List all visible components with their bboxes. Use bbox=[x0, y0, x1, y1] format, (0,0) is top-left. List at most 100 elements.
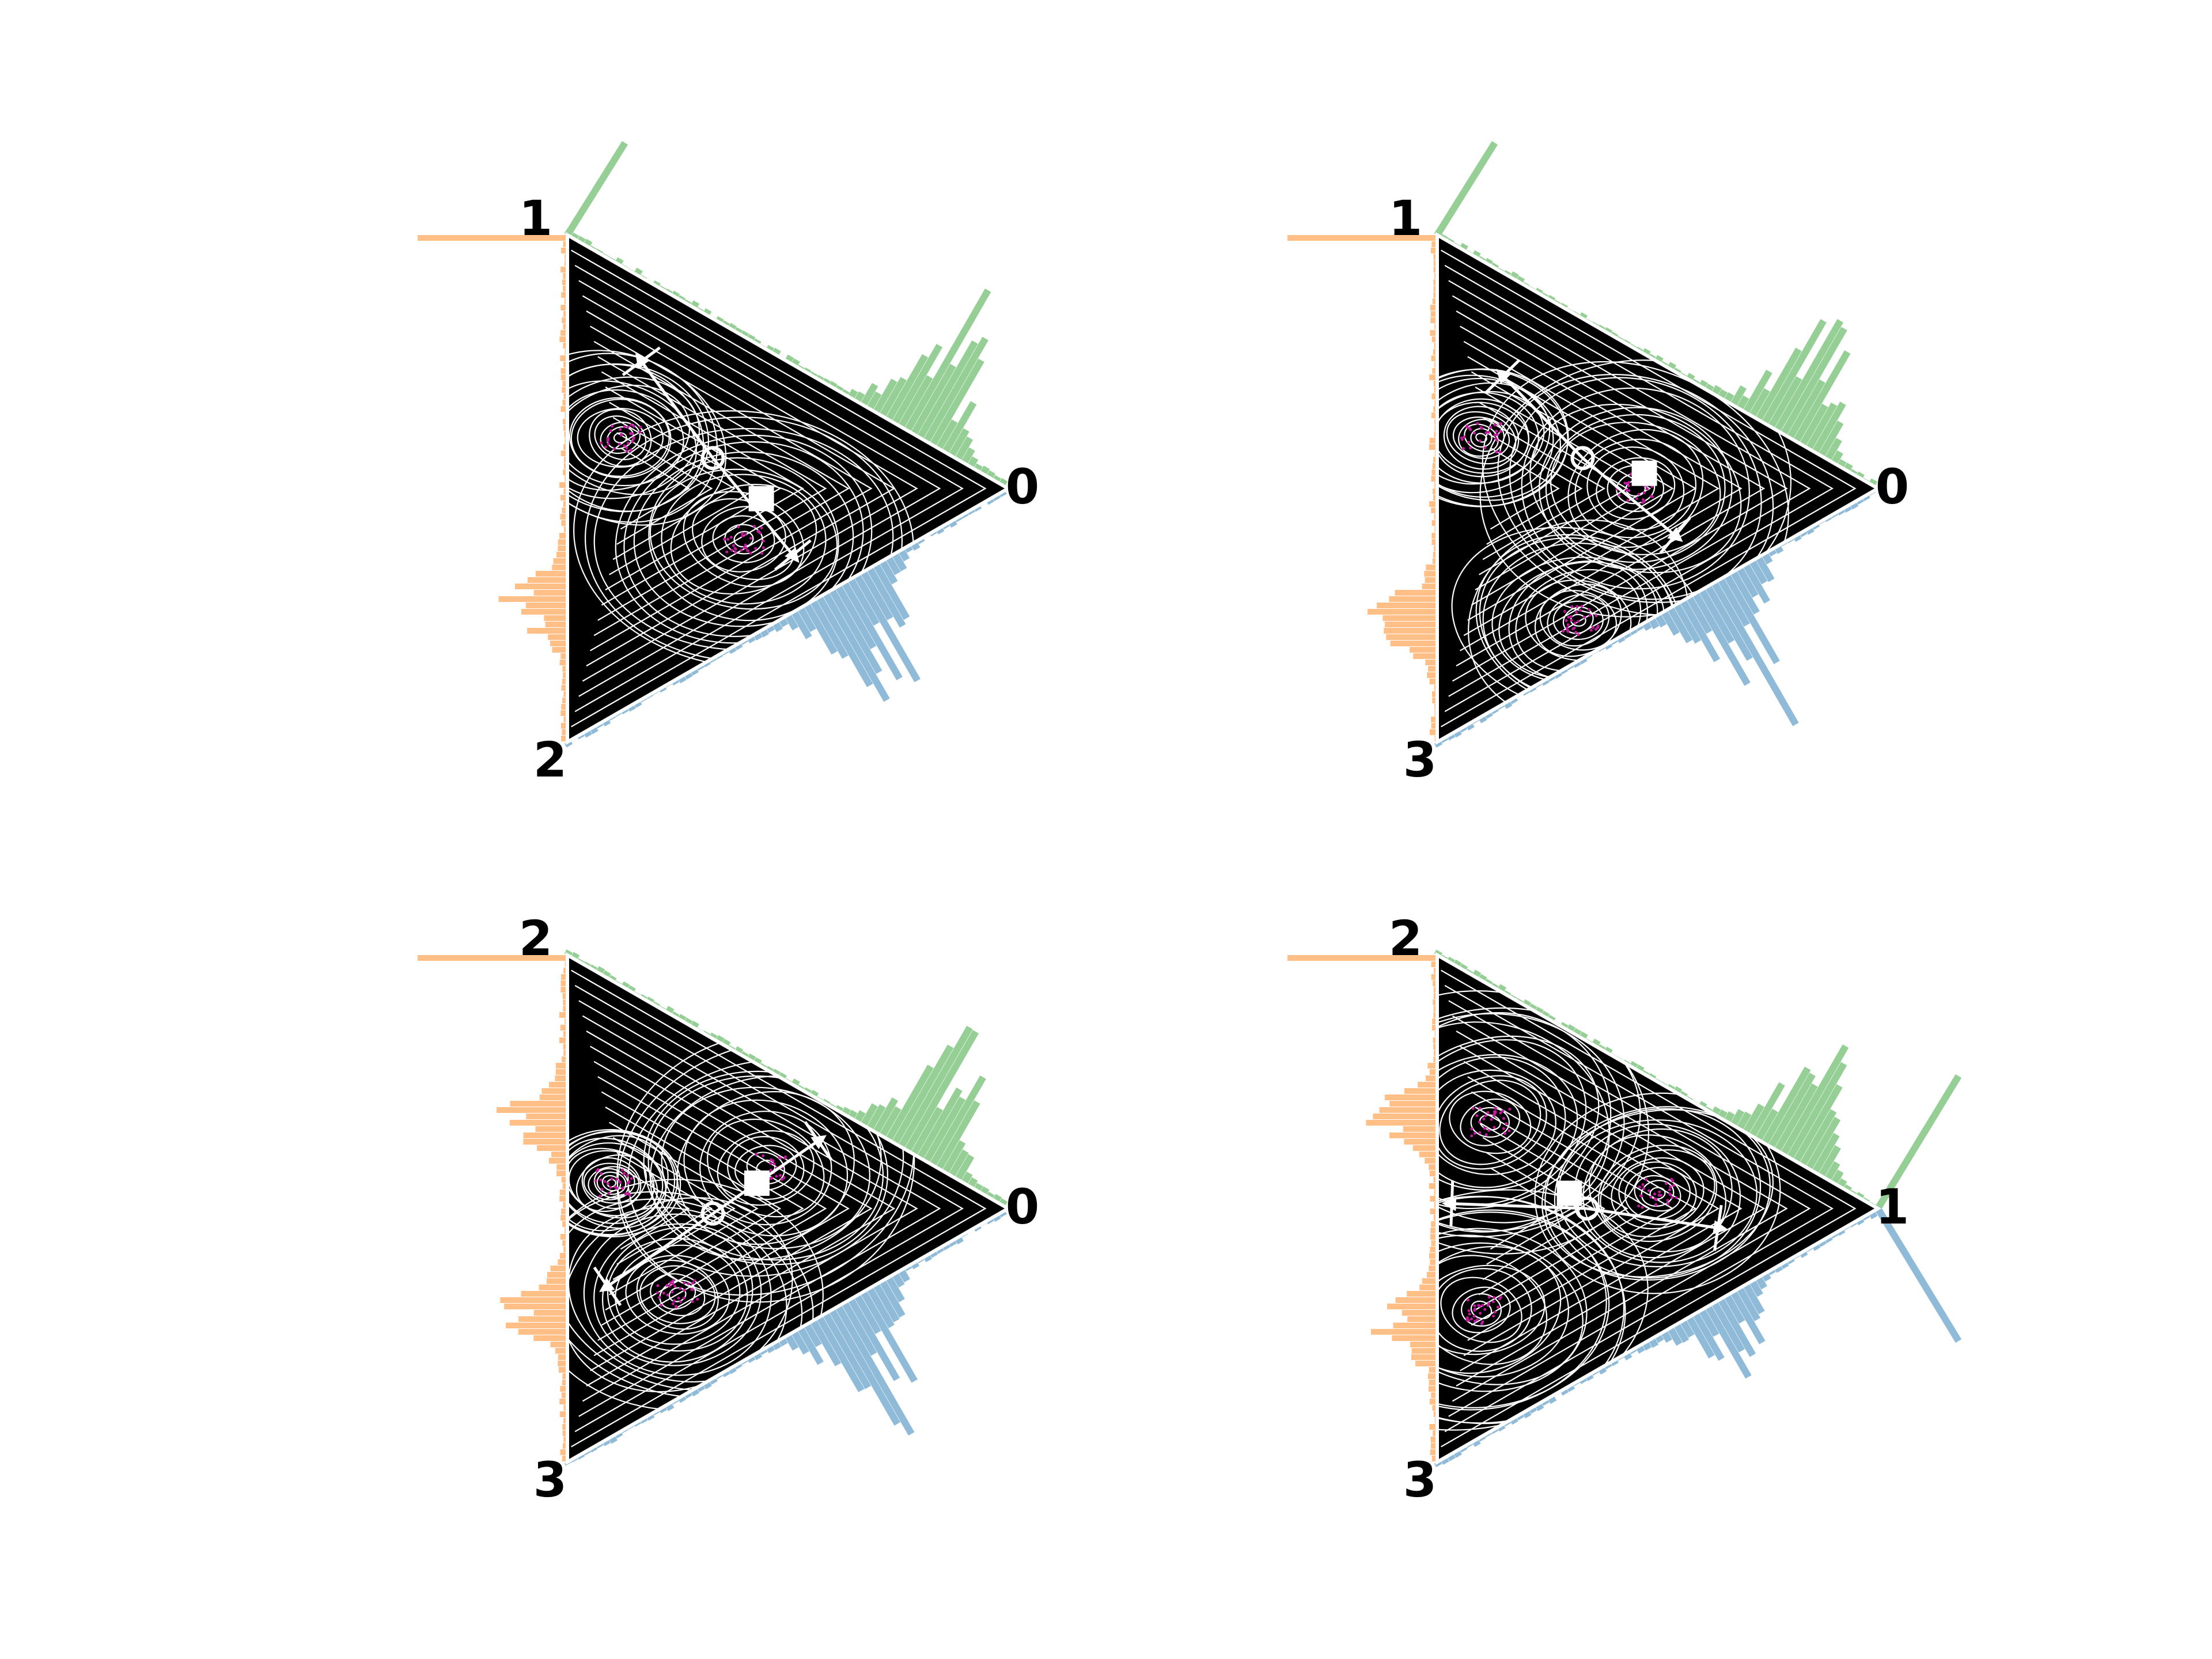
contour-line bbox=[633, 451, 854, 627]
contour-line bbox=[1479, 402, 1628, 575]
histogram-bar bbox=[526, 1113, 567, 1119]
histogram-bar bbox=[1432, 698, 1437, 703]
histogram-bar bbox=[560, 1386, 567, 1392]
histogram-bar bbox=[1433, 1044, 1437, 1050]
histogram-bar bbox=[785, 1334, 799, 1351]
histogram-bar bbox=[1431, 241, 1437, 247]
histogram-bar bbox=[1433, 999, 1437, 1005]
sample-point bbox=[599, 441, 603, 445]
sample-point bbox=[594, 1179, 597, 1183]
contour-line bbox=[567, 384, 691, 491]
contour-line bbox=[1534, 584, 1622, 657]
sample-point bbox=[1641, 498, 1645, 501]
histogram-bar bbox=[552, 647, 567, 653]
contour-line bbox=[1596, 457, 1676, 520]
sample-point bbox=[771, 1159, 775, 1162]
histogram-bar bbox=[1805, 1116, 1841, 1171]
histogram-bar bbox=[1430, 1259, 1437, 1265]
sample-points bbox=[599, 423, 765, 555]
histogram-bar bbox=[564, 141, 628, 237]
histogram-bar bbox=[961, 1171, 973, 1185]
histogram-bar bbox=[1818, 421, 1844, 458]
contour-line bbox=[1449, 1090, 1532, 1154]
histogram-bar bbox=[560, 355, 567, 361]
contour-line bbox=[620, 1167, 690, 1250]
path-tick bbox=[1659, 517, 1691, 554]
histogram-bar bbox=[955, 436, 974, 461]
bottom-edge-histogram bbox=[564, 490, 1007, 748]
histogram-bar bbox=[504, 1304, 567, 1309]
histogram-bar bbox=[562, 698, 567, 703]
histogram-bar bbox=[1393, 1323, 1437, 1328]
histogram-bar bbox=[879, 1279, 906, 1318]
histogram-bar bbox=[1430, 317, 1437, 323]
histogram-bar bbox=[521, 1291, 567, 1297]
sample-point bbox=[1571, 627, 1575, 631]
sample-point bbox=[671, 1282, 675, 1286]
histogram-bar bbox=[559, 660, 567, 665]
histogram-bar bbox=[904, 288, 991, 433]
contour-line bbox=[648, 457, 839, 622]
sample-point bbox=[1577, 633, 1580, 637]
histogram-bar bbox=[1685, 1315, 1715, 1359]
contour-line bbox=[1444, 264, 1834, 713]
sample-point bbox=[1487, 430, 1490, 434]
contour-line bbox=[1437, 1242, 1569, 1378]
histogram-bar bbox=[835, 584, 877, 650]
histogram-bar bbox=[892, 343, 943, 425]
histogram-bar bbox=[563, 1202, 567, 1208]
sample-point bbox=[683, 1289, 686, 1292]
vertex-label-right: 1 bbox=[1876, 1179, 1909, 1235]
contour-line bbox=[578, 1000, 941, 1417]
histogram-bar bbox=[555, 1348, 567, 1354]
sample-point bbox=[725, 550, 729, 554]
sample-point bbox=[613, 447, 616, 450]
histogram-bar bbox=[1433, 279, 1437, 285]
contour-line bbox=[593, 340, 850, 637]
histogram-bar bbox=[1433, 260, 1437, 266]
sample-point bbox=[1638, 1185, 1641, 1189]
histogram-bar bbox=[550, 1342, 567, 1347]
histogram-bar bbox=[841, 1301, 877, 1356]
histogram-bar bbox=[550, 641, 567, 646]
sample-point bbox=[1480, 1322, 1483, 1325]
sample-point bbox=[1587, 608, 1590, 611]
histogram-bar bbox=[1431, 974, 1437, 980]
histogram-bar bbox=[556, 1164, 567, 1170]
sample-point bbox=[778, 1156, 781, 1160]
histogram-bar bbox=[562, 679, 567, 684]
contour-line bbox=[613, 432, 627, 444]
histogram-bar bbox=[562, 419, 567, 425]
histogram-bar bbox=[556, 552, 567, 558]
histogram-bar bbox=[555, 1063, 567, 1069]
contour-line bbox=[1437, 1069, 1556, 1176]
sample-point bbox=[1499, 422, 1502, 425]
histogram-bar bbox=[506, 1323, 567, 1328]
histogram-bar bbox=[791, 609, 812, 639]
histogram-bar bbox=[541, 1088, 567, 1094]
histogram-bar bbox=[1755, 1275, 1767, 1290]
histogram-bar bbox=[1431, 507, 1437, 513]
sample-point bbox=[671, 1279, 675, 1283]
contour-line bbox=[1437, 1007, 1641, 1237]
sample-point bbox=[1570, 605, 1574, 608]
sample-point bbox=[668, 1285, 671, 1288]
sample-point bbox=[1493, 1126, 1496, 1129]
histogram-bar bbox=[1430, 248, 1437, 253]
sample-point bbox=[1574, 611, 1578, 614]
histogram-bar bbox=[879, 377, 907, 418]
sample-point bbox=[1658, 1190, 1661, 1194]
histogram-bar bbox=[563, 1050, 567, 1056]
vertex-label-right: 0 bbox=[1006, 459, 1039, 515]
histogram-bar bbox=[904, 1029, 979, 1153]
contour-line bbox=[1437, 1228, 1588, 1392]
left-histogram bbox=[418, 235, 567, 741]
histogram-bar bbox=[1768, 376, 1802, 429]
histogram-bar bbox=[1407, 1316, 1437, 1322]
histogram-bar bbox=[563, 1044, 567, 1050]
histogram-bar bbox=[1749, 1279, 1763, 1297]
histogram-bar bbox=[1667, 1326, 1683, 1346]
contour-line bbox=[567, 1147, 658, 1219]
vertex-label-top: 1 bbox=[1389, 190, 1422, 247]
histogram-bar bbox=[562, 1056, 567, 1062]
